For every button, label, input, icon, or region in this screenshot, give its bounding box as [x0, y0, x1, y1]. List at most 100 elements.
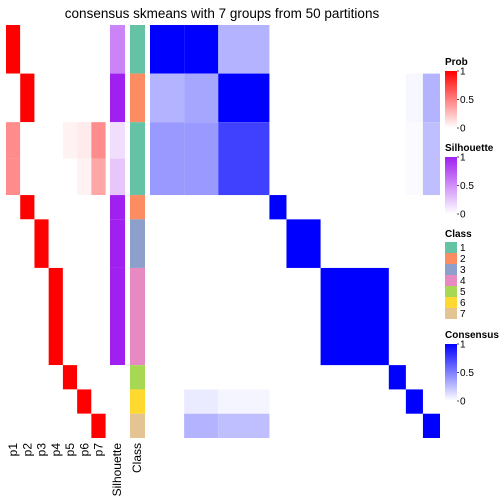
prob-cell	[77, 267, 92, 366]
legend-swatch	[445, 253, 457, 264]
legend-item-label: 1	[460, 243, 466, 254]
prob-cell	[62, 219, 78, 268]
group-label-p1: p1	[6, 443, 20, 457]
silhouette-cell	[110, 365, 125, 390]
consensus-cell	[184, 389, 219, 414]
prob-cell	[6, 413, 21, 438]
prob-cell	[6, 365, 21, 390]
legend-tick-label: 0.5	[460, 368, 474, 379]
prob-cell	[48, 219, 63, 268]
prob-cell	[6, 195, 21, 220]
legend-item-label: 4	[460, 276, 466, 287]
group-label-p6: p6	[77, 443, 91, 457]
prob-cell	[48, 158, 63, 196]
legend-item-label: 3	[460, 265, 466, 276]
prob-cell	[20, 267, 35, 366]
legend-swatch	[445, 242, 457, 253]
consensus-cell	[150, 25, 185, 74]
prob-cell	[34, 365, 49, 390]
chart-title: consensus skmeans with 7 groups from 50 …	[65, 6, 380, 21]
consensus-cell	[405, 122, 423, 196]
class-column-label: Class	[130, 443, 144, 473]
prob-cell	[91, 389, 106, 414]
prob-cell	[6, 73, 21, 123]
prob-cell	[34, 389, 49, 414]
legend-colorbar	[445, 71, 457, 128]
prob-cell	[91, 25, 106, 74]
silhouette-cell	[110, 413, 125, 438]
prob-cell	[62, 365, 78, 390]
column-labels: Silhouette Class p1 p2 p3 p4 p5 p6 p7	[6, 443, 144, 497]
silhouette-cell	[110, 195, 125, 220]
prob-cell	[34, 122, 49, 159]
prob-cell	[91, 73, 106, 123]
prob-cell	[91, 158, 106, 196]
prob-cell	[62, 25, 78, 74]
prob-cell	[91, 365, 106, 390]
silhouette-cell	[110, 219, 125, 268]
class-cell	[130, 219, 145, 268]
group-label-p5: p5	[63, 443, 77, 457]
legend-tick-label: 1	[460, 340, 466, 351]
prob-cell	[20, 389, 35, 414]
prob-cell	[34, 219, 49, 268]
class-cell	[130, 267, 145, 366]
legend-title: Consensus	[445, 330, 499, 341]
prob-cell	[62, 413, 78, 438]
consensus-heatmap	[150, 25, 440, 438]
prob-cell	[91, 122, 106, 159]
prob-cell	[91, 413, 106, 438]
prob-cell	[48, 73, 63, 123]
prob-cell	[20, 413, 35, 438]
prob-cell	[77, 122, 92, 159]
prob-cell	[62, 267, 78, 366]
prob-cell	[34, 413, 49, 438]
legend-tick-label: 0	[460, 124, 466, 135]
group-label-p7: p7	[91, 443, 105, 457]
prob-cell	[77, 219, 92, 268]
prob-cell	[62, 195, 78, 220]
prob-cell	[77, 158, 92, 196]
prob-cell	[34, 267, 49, 366]
consensus-cell	[218, 413, 270, 438]
legend-swatch	[445, 308, 457, 319]
consensus-cell	[218, 73, 270, 123]
prob-cell	[48, 389, 63, 414]
legend-title: Silhouette	[445, 143, 494, 154]
prob-cell	[34, 158, 49, 196]
prob-cell	[6, 389, 21, 414]
consensus-cell	[184, 413, 219, 438]
consensus-cell	[184, 73, 219, 123]
prob-cell	[77, 195, 92, 220]
legend-item-label: 7	[460, 309, 466, 320]
consensus-cell	[269, 195, 287, 220]
silhouette-annotation	[110, 25, 125, 438]
class-cell	[130, 365, 145, 390]
legend-item-label: 5	[460, 287, 466, 298]
consensus-cell	[320, 267, 389, 366]
prob-cell	[62, 73, 78, 123]
group-label-p3: p3	[35, 443, 49, 457]
consensus-cell	[218, 25, 270, 74]
class-cell	[130, 73, 145, 123]
prob-cell	[62, 389, 78, 414]
legend-item-label: 6	[460, 298, 466, 309]
legend-swatch	[445, 297, 457, 308]
prob-cell	[77, 73, 92, 123]
silhouette-cell	[110, 73, 125, 123]
class-cell	[130, 25, 145, 74]
silhouette-cell	[110, 158, 125, 196]
prob-cell	[48, 122, 63, 159]
prob-cell	[48, 25, 63, 74]
class-cell	[130, 389, 145, 414]
prob-cell	[48, 267, 63, 366]
prob-cell	[62, 122, 78, 159]
prob-cell	[20, 122, 35, 159]
prob-cell	[20, 158, 35, 196]
consensus-cell	[422, 73, 440, 123]
prob-cell	[6, 122, 21, 159]
consensus-cell	[422, 413, 440, 438]
legend-title: Class	[445, 229, 472, 240]
legend-tick-label: 1	[460, 67, 466, 78]
class-annotation	[130, 25, 145, 438]
